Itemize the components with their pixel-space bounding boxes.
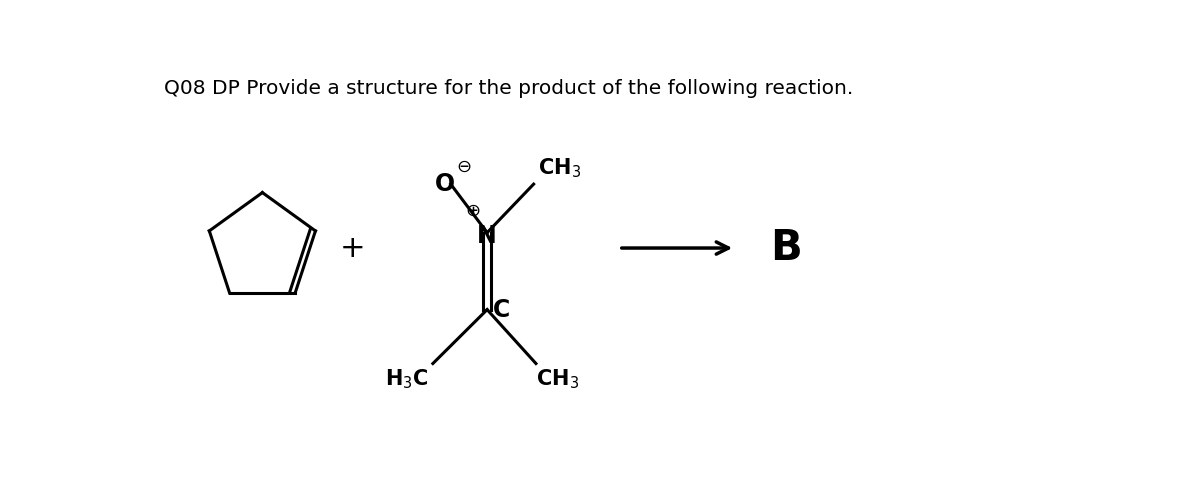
Text: O: O xyxy=(436,172,455,196)
Text: ⊖: ⊖ xyxy=(456,158,472,175)
Text: H$_3$C: H$_3$C xyxy=(385,367,430,391)
Text: C: C xyxy=(492,297,510,321)
Text: ⊕: ⊕ xyxy=(466,202,481,220)
Text: N: N xyxy=(478,224,497,248)
Text: Q08 DP Provide a structure for the product of the following reaction.: Q08 DP Provide a structure for the produ… xyxy=(164,79,853,98)
Text: B: B xyxy=(769,227,802,269)
Text: CH$_3$: CH$_3$ xyxy=(536,367,578,391)
Text: CH$_3$: CH$_3$ xyxy=(538,157,581,180)
Text: +: + xyxy=(341,234,366,263)
